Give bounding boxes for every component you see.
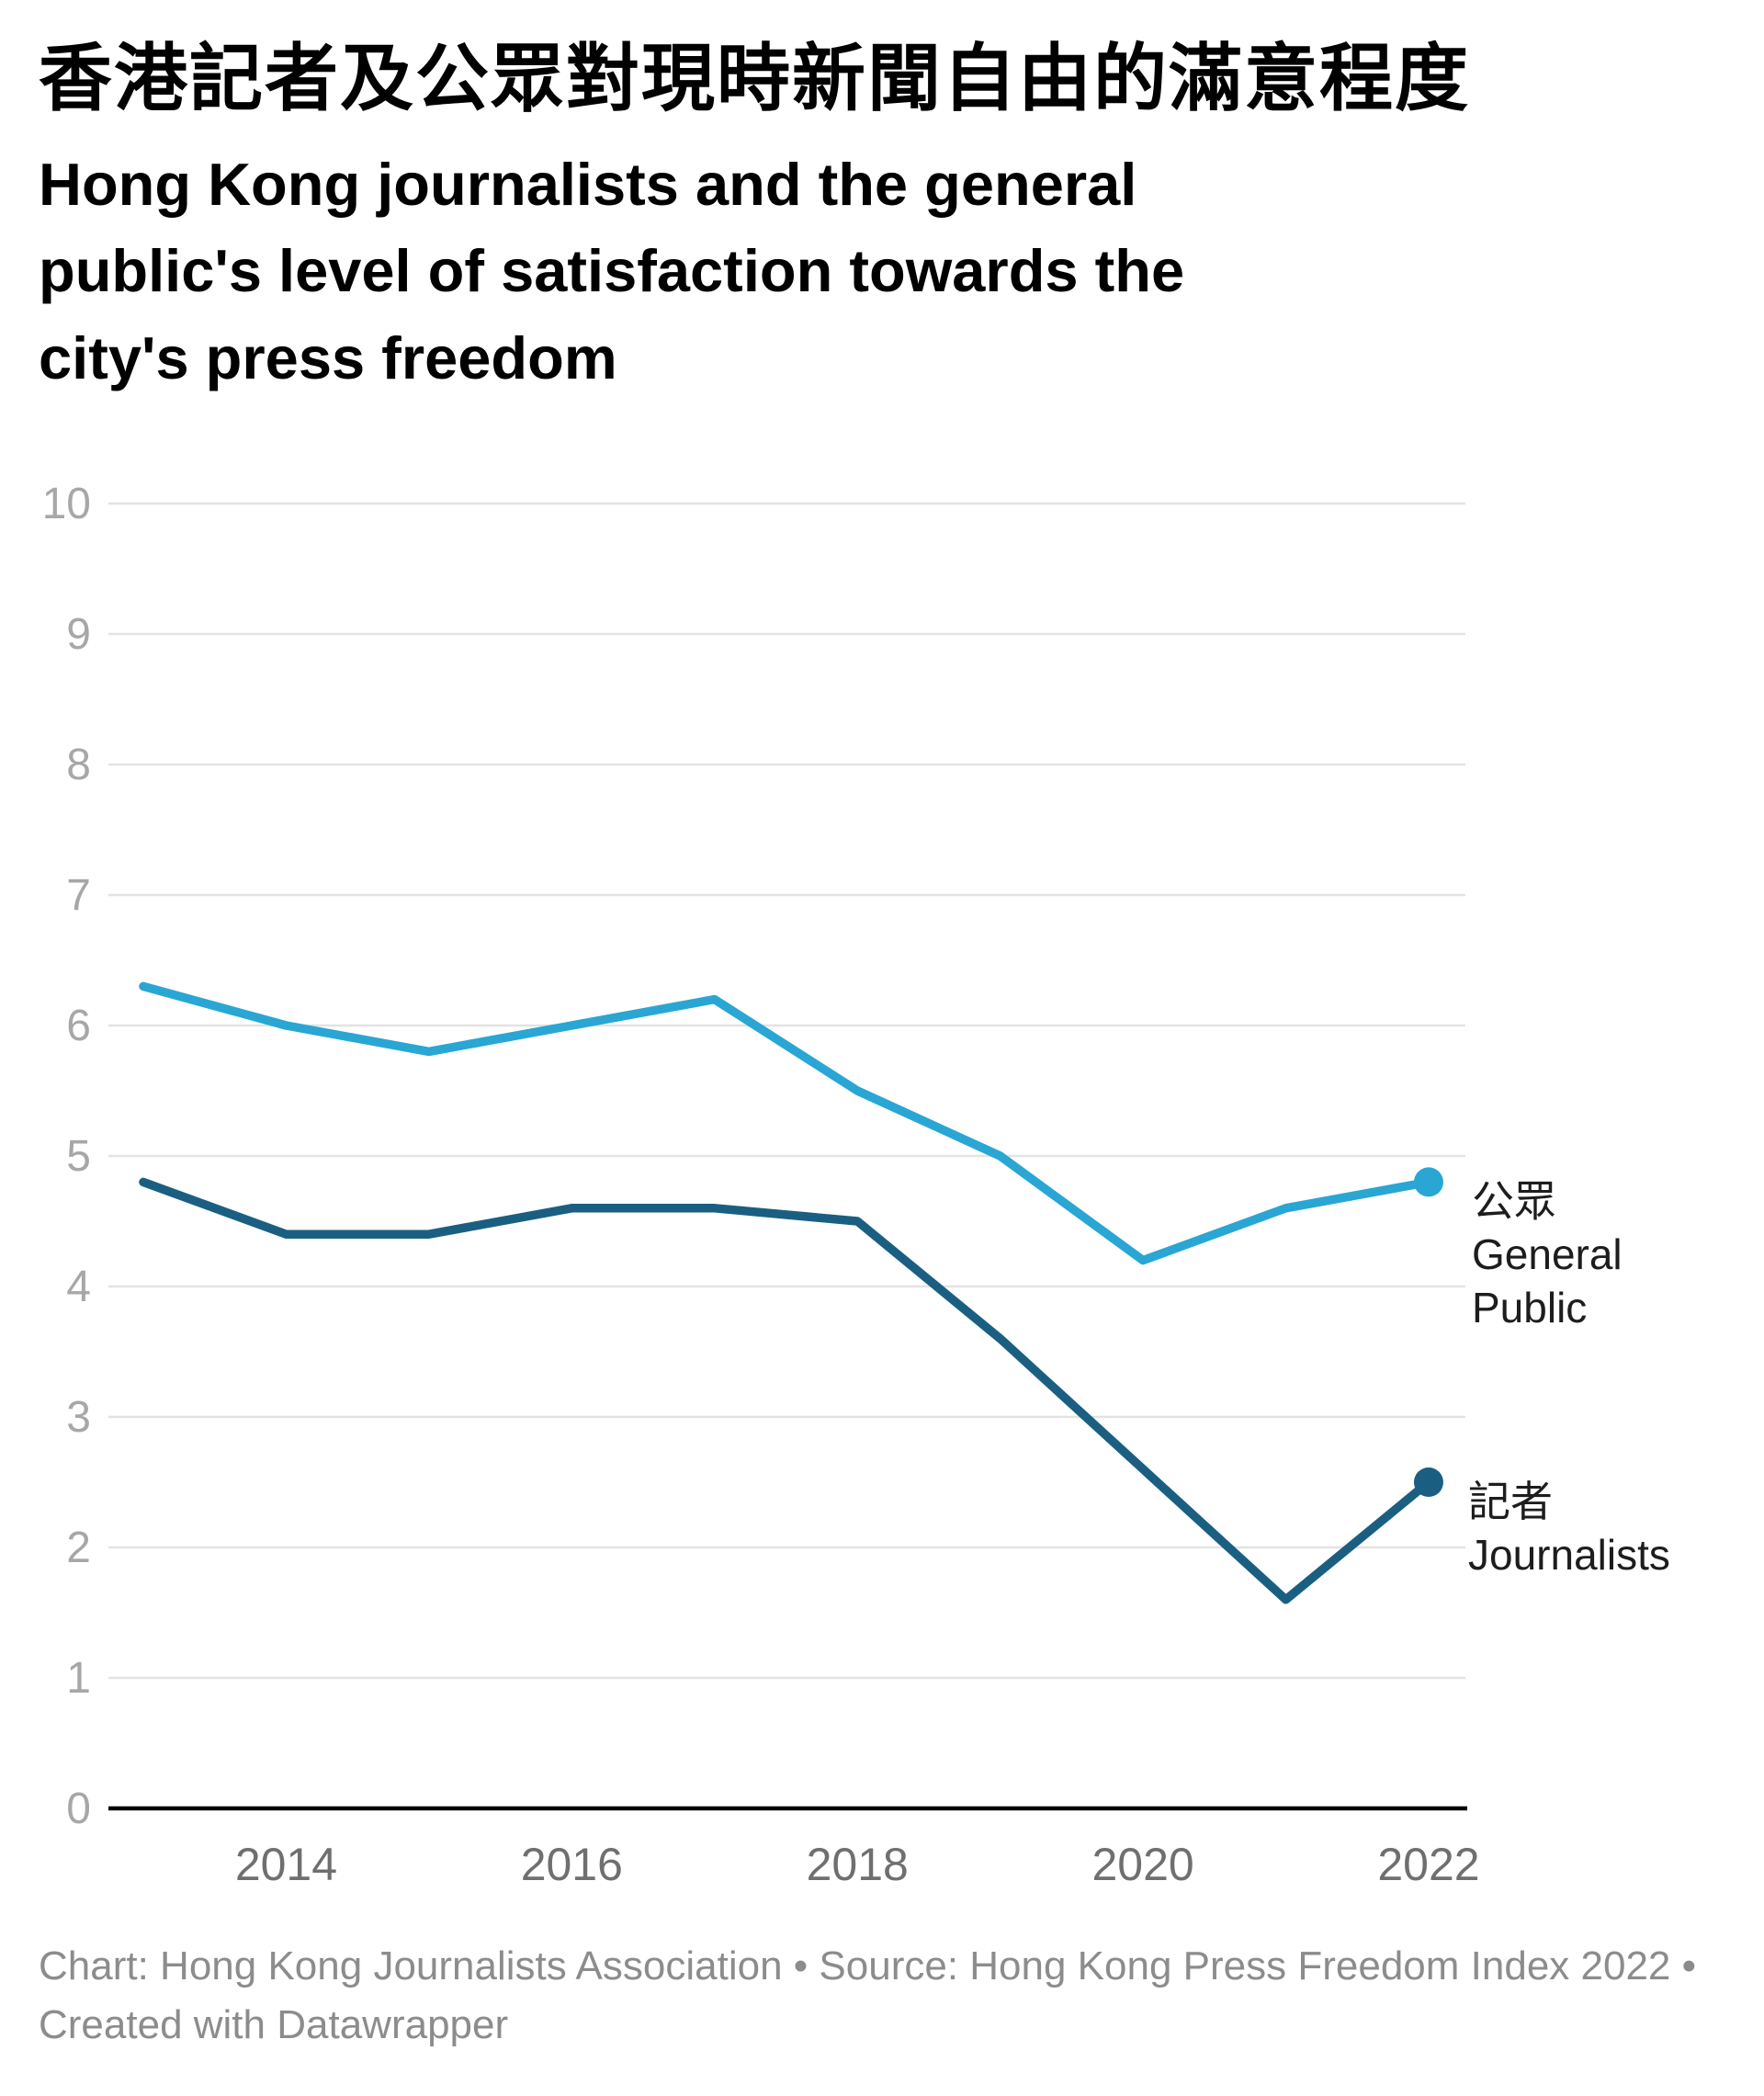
y-tick-label: 7 xyxy=(66,871,91,920)
legend-journalists-label-zh: 記者 xyxy=(1468,1478,1553,1525)
x-tick-label: 2016 xyxy=(521,1839,623,1890)
y-tick-label: 1 xyxy=(66,1654,91,1703)
y-tick-label: 9 xyxy=(66,610,91,659)
x-tick-label: 2020 xyxy=(1091,1839,1193,1890)
series-end-dot-general-public xyxy=(1413,1167,1443,1197)
legend-general-public-label-zh: 公眾 xyxy=(1472,1177,1556,1225)
y-tick-label: 2 xyxy=(66,1524,91,1572)
x-tick-label: 2014 xyxy=(235,1839,337,1890)
attribution-line-1: Chart: Hong Kong Journalists Association… xyxy=(39,1943,1697,1988)
series-line-general-public xyxy=(139,981,1433,1265)
attribution-footer: Chart: Hong Kong Journalists Association… xyxy=(39,1937,1711,2055)
y-tick-label: 8 xyxy=(66,741,91,789)
series-end-dot-journalists xyxy=(1413,1467,1443,1497)
legend-journalists-label-en: Journalists xyxy=(1468,1531,1670,1579)
y-tick-label: 0 xyxy=(66,1784,91,1833)
chart-title-english: Hong Kong journalists and the general pu… xyxy=(39,142,1725,402)
chart-title-chinese: 香港記者及公眾對現時新聞自由的滿意程度 xyxy=(39,38,1470,119)
attribution-line-2: Created with Datawrapper xyxy=(39,2002,509,2047)
x-tick-label: 2022 xyxy=(1377,1839,1479,1890)
y-tick-label: 5 xyxy=(66,1132,91,1181)
legend-journalists: 記者 Journalists xyxy=(1468,1475,1762,1581)
y-tick-label: 4 xyxy=(66,1263,91,1311)
legend-general-public-label-en: General Public xyxy=(1472,1230,1623,1331)
title-english-line-3: city's press freedom xyxy=(39,323,617,391)
title-english-line-2: public's level of satisfaction towards t… xyxy=(39,237,1185,305)
series-line-journalists xyxy=(139,1177,1433,1604)
title-english-line-1: Hong Kong journalists and the general xyxy=(39,151,1137,218)
y-tick-label: 6 xyxy=(66,1002,91,1050)
legend-general-public: 公眾 General Public xyxy=(1472,1174,1747,1334)
chart-header: 香港記者及公眾對現時新聞自由的滿意程度 Hong Kong journalist… xyxy=(39,37,1725,402)
y-tick-label: 10 xyxy=(42,480,91,528)
x-tick-label: 2018 xyxy=(807,1839,909,1890)
y-tick-label: 3 xyxy=(66,1393,91,1442)
